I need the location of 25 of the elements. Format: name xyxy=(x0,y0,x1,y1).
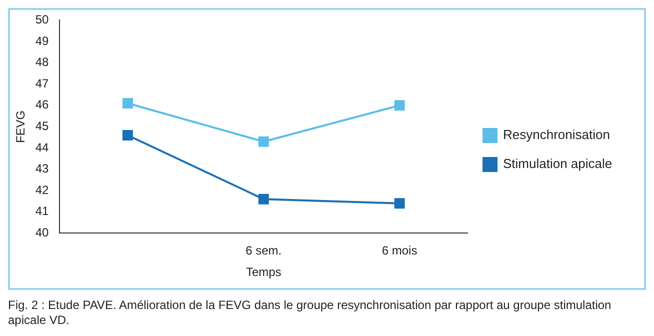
y-axis-title: FEVG xyxy=(14,110,28,144)
point xyxy=(258,136,269,147)
y-tick-label: 46 xyxy=(35,98,50,112)
caption: Fig. 2 : Etude PAVE. Amélioration de la FEVG dans le groupe resynchronisation par rapport au groupe stimulation apicale VD. xyxy=(8,298,612,328)
y-tick-label: 44 xyxy=(35,140,50,154)
y-tick-label: 48 xyxy=(35,55,50,70)
point xyxy=(394,100,405,111)
frame: Temps FEVG Resynchronisation Stimulation apicale 6 sem. 6 mois 40 41 42 43 44 45 46 47 48 49 50 xyxy=(8,8,646,290)
point xyxy=(258,194,269,204)
point xyxy=(394,198,405,209)
x-tick-label: 6 mois xyxy=(382,244,418,258)
point xyxy=(122,130,133,140)
x-axis-title: Temps xyxy=(246,265,282,280)
y-tick-label: 47 xyxy=(35,76,50,90)
y-tick-label: 42 xyxy=(35,182,50,197)
y-tick-label: 50 xyxy=(35,12,50,27)
legend-label: Resynchronisation xyxy=(503,127,610,142)
y-tick-label: 49 xyxy=(35,34,50,48)
y-tick-label: 45 xyxy=(35,119,50,134)
legend-label: Stimulation apicale xyxy=(503,156,612,172)
y-tick-label: 43 xyxy=(35,162,50,176)
y-tick-label: 40 xyxy=(35,226,50,240)
point xyxy=(122,98,133,109)
x-tick-label: 6 sem. xyxy=(246,244,282,258)
y-tick-label: 41 xyxy=(35,204,50,218)
